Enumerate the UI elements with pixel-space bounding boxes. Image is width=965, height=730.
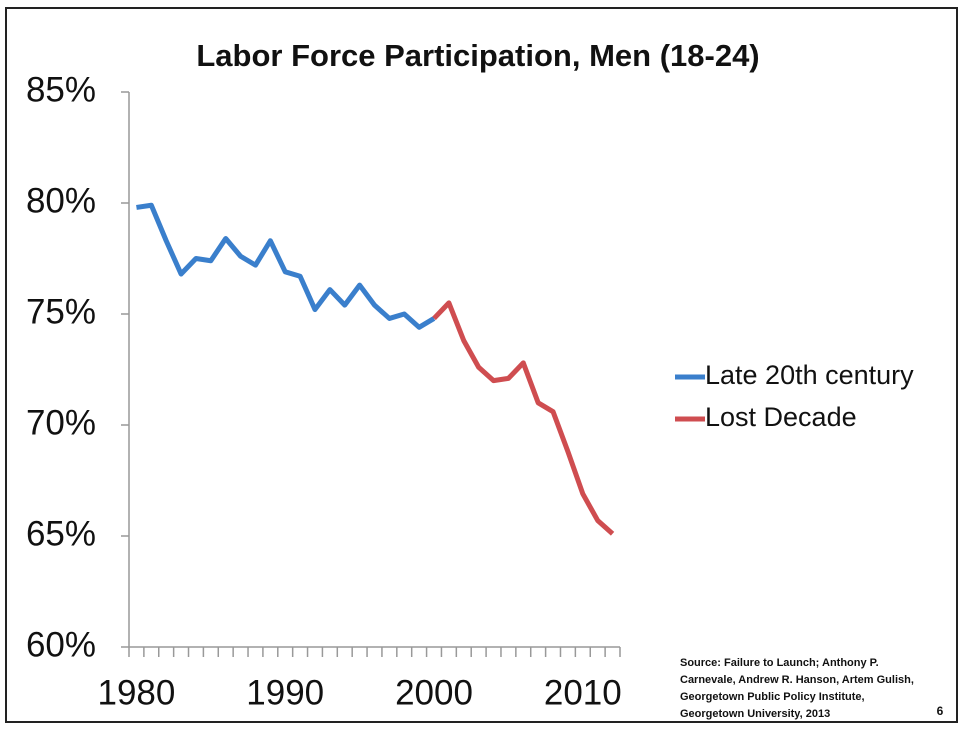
legend-label: Lost Decade	[705, 402, 857, 432]
frame	[5, 7, 958, 723]
chart-title: Labor Force Participation, Men (18-24)	[196, 38, 759, 73]
source-line: Georgetown University, 2013	[680, 708, 830, 720]
y-tick-label: 60%	[26, 625, 96, 664]
y-tick-label: 65%	[26, 514, 96, 553]
x-tick-label: 1980	[98, 673, 176, 712]
y-tick-label: 85%	[26, 70, 96, 109]
x-tick-label: 2010	[544, 673, 622, 712]
data-line	[136, 202, 436, 330]
y-tick-label: 70%	[26, 403, 96, 442]
page-number: 6	[937, 704, 944, 718]
data-line	[432, 300, 615, 536]
x-tick-label: 1990	[246, 673, 324, 712]
legend-label: Late 20th century	[705, 360, 914, 390]
source-line: Georgetown Public Policy Institute,	[680, 691, 865, 703]
y-tick-label: 80%	[26, 181, 96, 220]
x-tick-label: 2000	[395, 673, 473, 712]
source-line: Source: Failure to Launch; Anthony P.	[680, 657, 879, 669]
y-tick-label: 75%	[26, 292, 96, 331]
source-line: Carnevale, Andrew R. Hanson, Artem Gulis…	[680, 674, 914, 686]
